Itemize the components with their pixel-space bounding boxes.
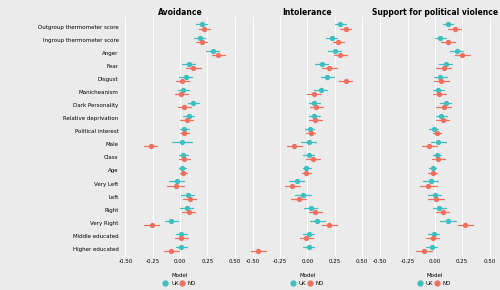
- Title: Avoidance: Avoidance: [158, 8, 202, 17]
- Legend: UK, NO: UK, NO: [418, 273, 452, 287]
- Title: Intolerance: Intolerance: [282, 8, 333, 17]
- Title: Support for political violence: Support for political violence: [372, 8, 498, 17]
- Legend: UK, NO: UK, NO: [164, 273, 197, 287]
- Legend: UK, NO: UK, NO: [290, 273, 324, 287]
